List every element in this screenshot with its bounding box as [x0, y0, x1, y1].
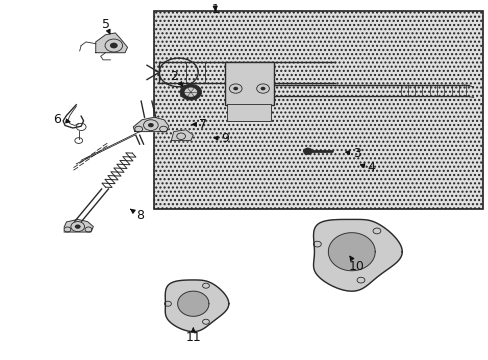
Bar	[224, 62, 273, 105]
Polygon shape	[171, 130, 193, 140]
Circle shape	[148, 123, 154, 127]
Polygon shape	[313, 220, 402, 291]
Text: 5: 5	[102, 18, 110, 34]
Circle shape	[233, 87, 238, 90]
Circle shape	[303, 148, 312, 155]
Circle shape	[260, 87, 265, 90]
Circle shape	[184, 87, 197, 97]
Text: 8: 8	[130, 209, 143, 222]
Bar	[227, 104, 271, 121]
Polygon shape	[96, 33, 127, 53]
Polygon shape	[133, 117, 168, 132]
Text: 2: 2	[169, 69, 183, 86]
Text: 9: 9	[214, 132, 228, 145]
Polygon shape	[328, 233, 374, 271]
Text: 6: 6	[53, 113, 70, 126]
Circle shape	[110, 42, 118, 48]
Text: 11: 11	[185, 328, 201, 344]
Polygon shape	[64, 220, 93, 232]
Text: 4: 4	[360, 161, 374, 174]
Polygon shape	[177, 291, 208, 316]
Polygon shape	[165, 280, 228, 332]
Bar	[154, 12, 483, 209]
Text: 1: 1	[211, 3, 219, 16]
Text: 3: 3	[345, 147, 360, 159]
Text: 7: 7	[192, 118, 206, 131]
Circle shape	[180, 84, 201, 100]
Text: 10: 10	[348, 256, 364, 273]
Circle shape	[75, 225, 81, 229]
